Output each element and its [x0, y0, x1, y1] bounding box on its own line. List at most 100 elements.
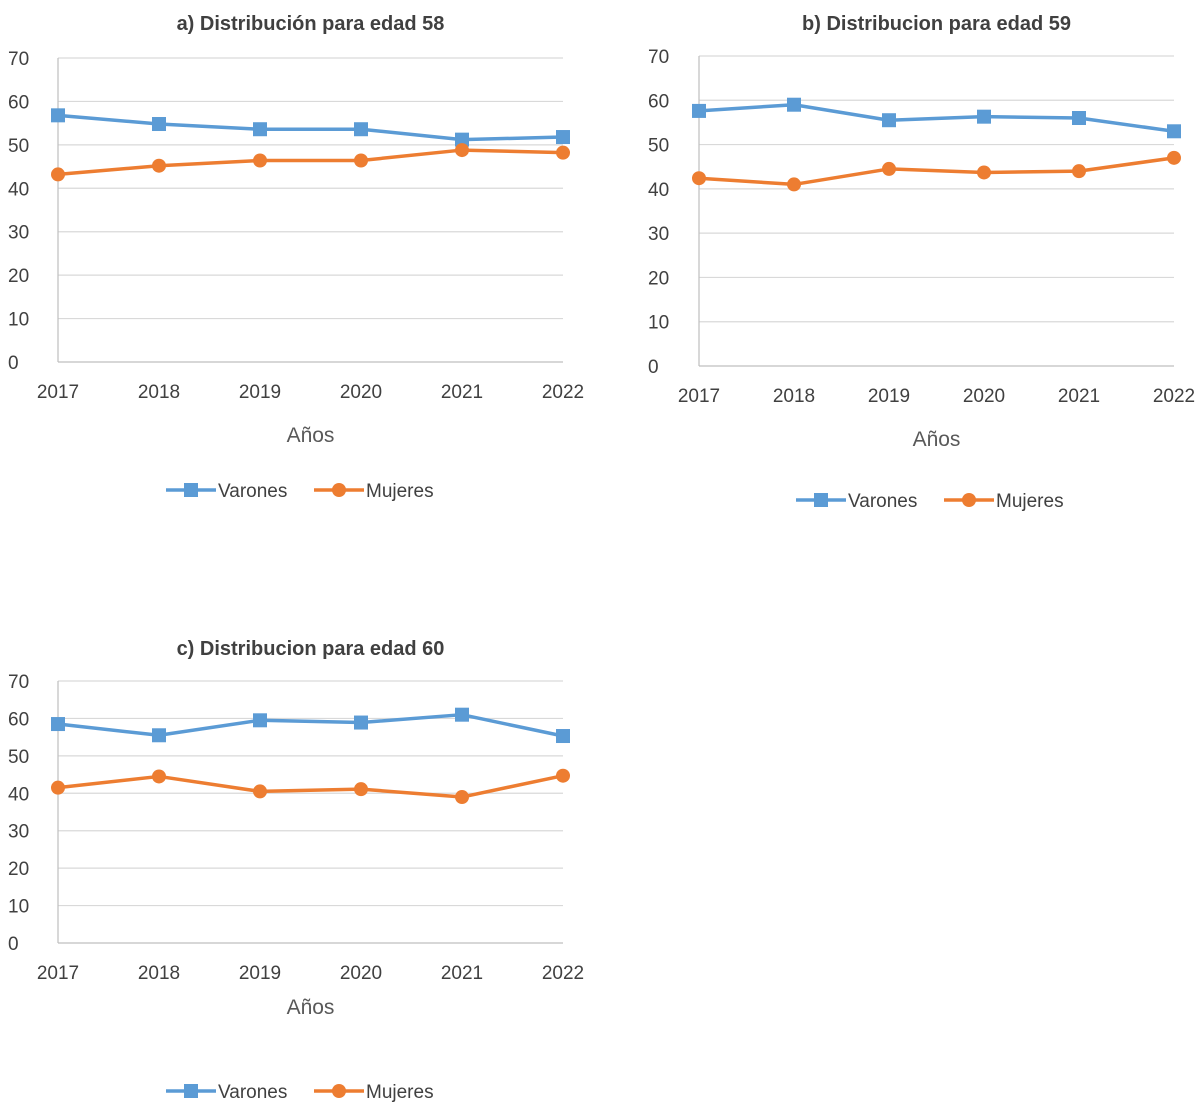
data-point-varones [1072, 111, 1086, 125]
chart-svg: b) Distribucion para edad 59 0 10 20 30 40 50 6… [648, 13, 1195, 512]
x-tick-label: 2021 [441, 963, 483, 984]
y-tick-label: 70 [8, 672, 29, 693]
legend-label: Varones [218, 1082, 287, 1103]
data-point-varones [253, 713, 267, 728]
y-tick-label: 20 [8, 266, 29, 287]
y-tick-label: 40 [8, 179, 29, 200]
data-point-mujeres [152, 769, 166, 784]
y-tick-label: 40 [648, 180, 669, 201]
legend-square-marker [184, 483, 198, 497]
x-tick-label: 2022 [542, 963, 584, 984]
y-tick-label: 10 [8, 897, 29, 918]
x-tick-label: 2019 [239, 963, 281, 984]
data-point-mujeres [455, 790, 469, 805]
series-line-mujeres [56, 773, 565, 799]
data-point-mujeres [787, 177, 801, 192]
x-tick-label: 2020 [963, 386, 1005, 407]
data-point-mujeres [556, 145, 570, 160]
data-point-varones [152, 117, 166, 132]
legend-square-marker [184, 1084, 198, 1098]
legend-square-marker [814, 493, 828, 507]
data-point-varones [354, 122, 368, 137]
data-point-varones [51, 717, 65, 732]
data-point-varones [692, 103, 706, 118]
y-tick-label: 20 [8, 859, 29, 880]
data-point-mujeres [253, 784, 267, 799]
y-tick-label: 10 [648, 313, 669, 334]
data-point-mujeres [455, 143, 469, 158]
data-point-mujeres [152, 158, 166, 173]
data-point-varones [787, 97, 801, 112]
x-tick-label: 2019 [239, 382, 281, 403]
data-point-mujeres [354, 153, 368, 168]
y-tick-label: 20 [648, 268, 669, 289]
y-tick-label: 40 [8, 784, 29, 805]
x-axis-label: Años [287, 424, 335, 447]
data-point-varones [556, 130, 570, 145]
legend-label: Mujeres [366, 1082, 434, 1103]
chart-title: c) Distribucion para edad 60 [177, 638, 445, 660]
y-tick-label: 60 [8, 709, 29, 730]
y-tick-label: 50 [8, 747, 29, 768]
y-tick-label: 0 [8, 934, 19, 955]
x-tick-label: 2022 [542, 382, 584, 403]
y-tick-label: 0 [8, 353, 19, 374]
x-tick-label: 2021 [1058, 386, 1100, 407]
x-tick-label: 2017 [37, 963, 79, 984]
data-point-varones [1167, 124, 1181, 139]
x-tick-label: 2020 [340, 382, 382, 403]
data-point-mujeres [253, 153, 267, 168]
y-tick-label: 0 [648, 357, 659, 378]
chart-svg: c) Distribucion para edad 60 0 10 20 30 40 50 6… [8, 638, 584, 1103]
data-point-varones [152, 728, 166, 743]
x-tick-label: 2021 [441, 382, 483, 403]
data-point-mujeres [1072, 164, 1086, 179]
chart-c-edad-60: c) Distribucion para edad 60 0 10 20 30 40 50 6… [0, 624, 600, 1116]
series-line-mujeres [697, 156, 1176, 187]
x-axis-label: Años [913, 428, 961, 451]
y-tick-label: 10 [8, 310, 29, 331]
legend-label: Varones [218, 481, 287, 502]
data-point-mujeres [692, 171, 706, 186]
legend-label: Mujeres [366, 481, 434, 502]
y-tick-label: 60 [648, 91, 669, 112]
data-point-varones [977, 109, 991, 124]
data-point-mujeres [1167, 150, 1181, 165]
y-tick-label: 50 [8, 136, 29, 157]
series-line-varones [697, 102, 1176, 134]
y-tick-label: 30 [8, 822, 29, 843]
chart-title: b) Distribucion para edad 59 [802, 13, 1071, 35]
series-line-mujeres [56, 148, 565, 177]
data-point-mujeres [977, 165, 991, 180]
y-tick-label: 30 [648, 224, 669, 245]
legend-label: Mujeres [996, 491, 1064, 512]
data-point-varones [455, 132, 469, 147]
y-tick-label: 70 [648, 47, 669, 68]
y-tick-label: 30 [8, 223, 29, 244]
legend: Varones Mujeres [166, 1082, 434, 1103]
data-point-mujeres [882, 161, 896, 176]
legend-label: Varones [848, 491, 917, 512]
legend: Varones Mujeres [166, 481, 434, 502]
series-line-varones [56, 113, 565, 142]
x-tick-label: 2019 [868, 386, 910, 407]
data-point-mujeres [354, 782, 368, 797]
x-tick-label: 2018 [138, 963, 180, 984]
legend-circle-marker [332, 483, 346, 497]
chart-title: a) Distribución para edad 58 [177, 13, 445, 35]
data-point-mujeres [51, 780, 65, 795]
x-tick-label: 2017 [37, 382, 79, 403]
data-point-varones [556, 729, 570, 744]
y-tick-label: 60 [8, 92, 29, 113]
data-point-mujeres [51, 167, 65, 182]
x-tick-label: 2017 [678, 386, 720, 407]
legend-circle-marker [962, 493, 976, 507]
x-tick-label: 2022 [1153, 386, 1195, 407]
series-line-varones [56, 712, 565, 738]
x-axis-label: Años [287, 996, 335, 1019]
y-tick-label: 50 [648, 136, 669, 157]
x-tick-label: 2018 [773, 386, 815, 407]
data-point-varones [253, 122, 267, 137]
x-tick-label: 2020 [340, 963, 382, 984]
x-tick-label: 2018 [138, 382, 180, 403]
